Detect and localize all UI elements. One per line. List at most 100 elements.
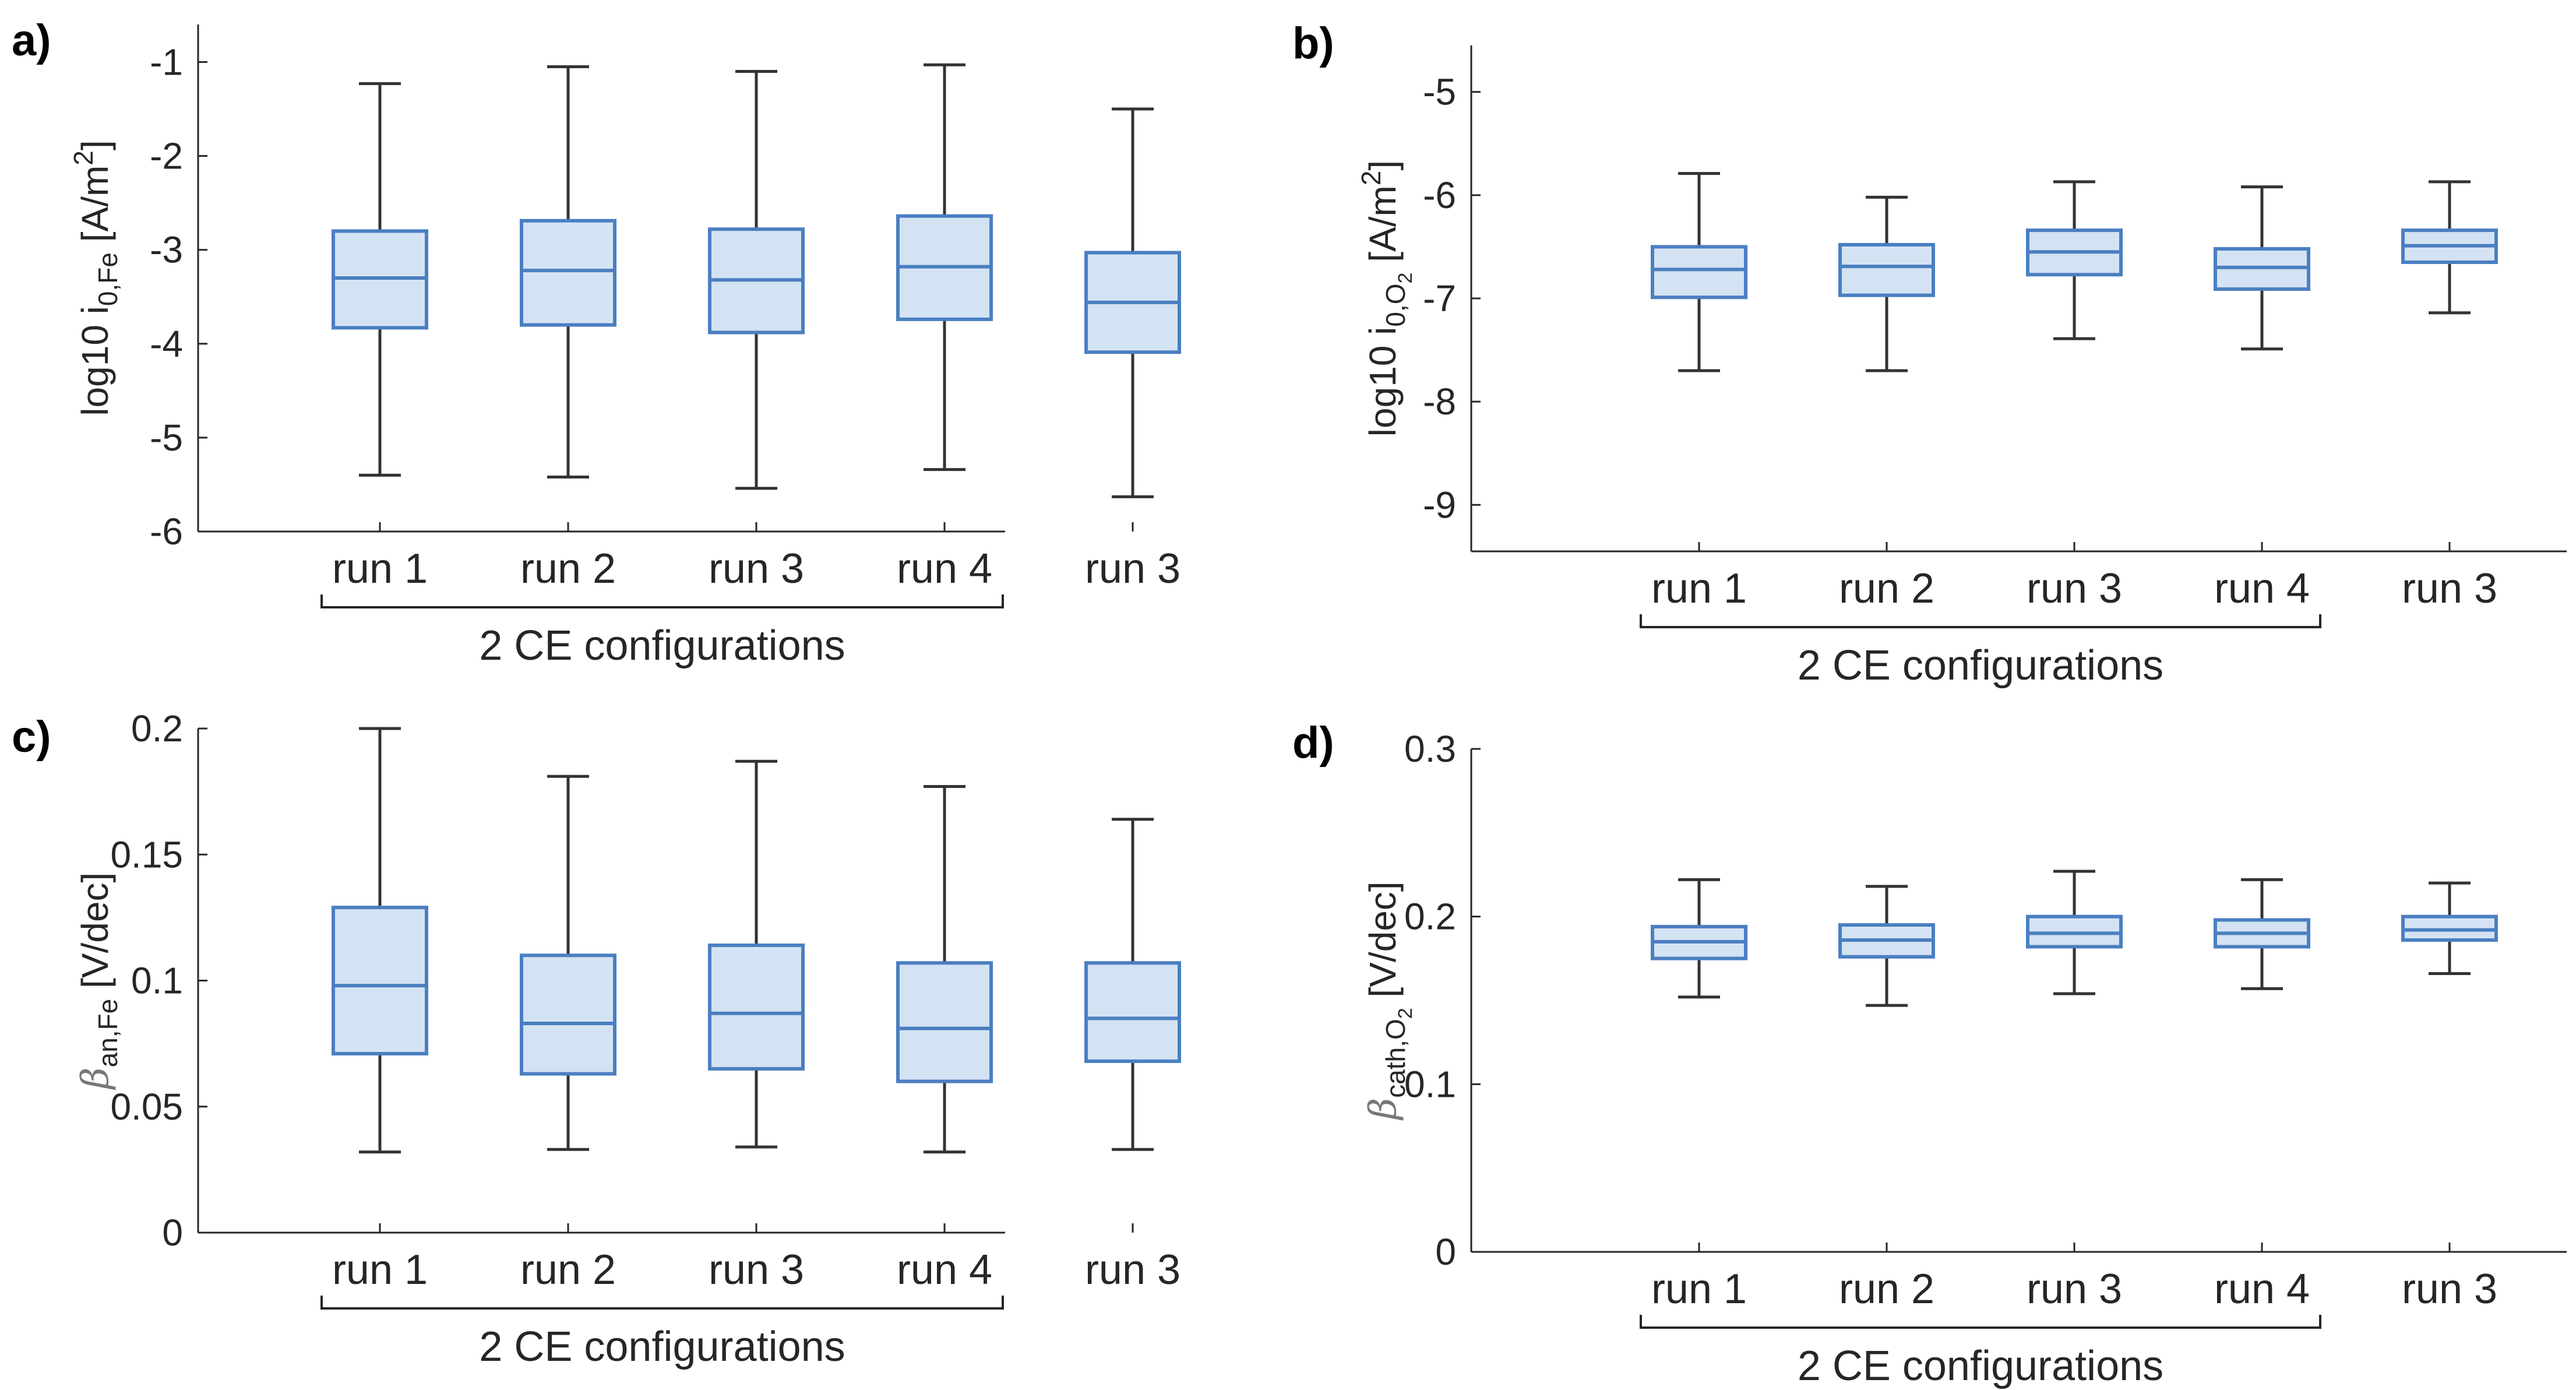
y-tick-label: -6 xyxy=(150,511,183,553)
x-tick-label: run 4 xyxy=(897,546,992,592)
y-axis-label-unit: [A/m xyxy=(1362,185,1404,272)
box-2 xyxy=(1838,885,1935,1007)
y-tick-label: -8 xyxy=(1423,381,1456,423)
y-axis-label-subsub: 2 xyxy=(1394,273,1416,284)
y-axis-label-sub: 0,Fe xyxy=(93,252,123,306)
panel-label: b) xyxy=(1292,19,1334,68)
y-axis-label-greek: β xyxy=(74,1067,117,1090)
box-1 xyxy=(1651,878,1747,999)
x-tick-label: run 3 xyxy=(709,546,804,592)
box-4 xyxy=(896,63,993,471)
x-tick-label: run 2 xyxy=(520,546,616,592)
iqr-box xyxy=(520,953,616,1076)
y-axis-label: log10 i0,O2 [A/m2] xyxy=(1356,160,1416,437)
group-label: 2 CE configurations xyxy=(479,622,845,669)
box-2 xyxy=(520,65,616,479)
iqr-box xyxy=(520,219,616,327)
x-tick-label: run 4 xyxy=(2214,1266,2310,1312)
y-axis-label-unit: [V/dec] xyxy=(1362,881,1404,1008)
y-tick-label: -5 xyxy=(150,417,183,459)
x-tick-label: run 3 xyxy=(2402,565,2497,612)
group-bracket xyxy=(1640,614,2321,628)
box-3 xyxy=(2026,870,2123,995)
box-4 xyxy=(896,784,993,1154)
box-1 xyxy=(1651,172,1747,372)
box-2 xyxy=(520,775,616,1151)
box-5 xyxy=(1084,818,1181,1151)
group-label: 2 CE configurations xyxy=(1798,1343,2163,1389)
x-tick-label: run 3 xyxy=(2027,1266,2122,1312)
x-tick-label: run 2 xyxy=(1839,565,1934,612)
y-axis-label-main: log10 i xyxy=(74,306,116,416)
panel-d: d) 0 0.1 0.2 0.3 βcath,O2 [V/dec] run 1 run 2 ru… xyxy=(1292,718,2567,1389)
panel-label: d) xyxy=(1292,718,1334,768)
box-5 xyxy=(2401,881,2498,975)
y-axis-label-subsub: 2 xyxy=(1394,1008,1416,1019)
y-tick-label: 0.1 xyxy=(131,960,183,1002)
x-tick-label: run 4 xyxy=(897,1247,992,1293)
y-tick-label: 0.3 xyxy=(1404,728,1456,770)
y-tick-label: -9 xyxy=(1423,484,1456,526)
y-axis-label-sub: 0,O xyxy=(1380,283,1411,326)
y-tick-label: -5 xyxy=(1423,71,1456,113)
panel-label: a) xyxy=(12,16,51,65)
group-bracket xyxy=(320,594,1004,608)
box-4 xyxy=(2214,878,2310,990)
box-5 xyxy=(1084,107,1181,498)
iqr-box xyxy=(708,943,805,1071)
x-tick-label: run 1 xyxy=(332,1247,428,1293)
group-bracket xyxy=(1640,1315,2321,1329)
x-tick-label: run 2 xyxy=(1839,1266,1934,1312)
x-tick-label: run 3 xyxy=(2027,565,2122,612)
x-tick-label: run 1 xyxy=(1651,565,1747,612)
x-tick-label: run 2 xyxy=(520,1247,616,1293)
y-axis-label-unit: [V/dec] xyxy=(74,872,116,999)
box-2 xyxy=(1838,195,1935,372)
box-4 xyxy=(2214,185,2310,351)
box-3 xyxy=(708,759,805,1149)
box-1 xyxy=(332,727,428,1154)
y-tick-label: 0.1 xyxy=(1404,1063,1456,1105)
y-tick-label: 0 xyxy=(1435,1231,1456,1273)
iqr-box xyxy=(332,906,428,1055)
x-tick-label: run 3 xyxy=(1085,1247,1180,1293)
box-3 xyxy=(2026,180,2123,340)
y-tick-label: 0.15 xyxy=(110,833,183,875)
box-5 xyxy=(2401,180,2498,315)
y-tick-label: -1 xyxy=(150,41,183,83)
y-tick-label: -2 xyxy=(150,135,183,177)
y-axis-label-main: log10 i xyxy=(1362,327,1404,437)
x-tick-label: run 3 xyxy=(2402,1266,2497,1312)
y-tick-label: 0.2 xyxy=(1404,896,1456,938)
x-tick-label: run 1 xyxy=(332,546,428,592)
y-axis-label: βcath,O2 [V/dec] xyxy=(1362,881,1416,1120)
panel-c: c) 0 0.05 0.1 0.15 0.2 βan,Fe [V/dec] run 1 run … xyxy=(12,708,1181,1370)
y-axis-label-greek: β xyxy=(1362,1098,1405,1121)
y-axis-label-close: ] xyxy=(1362,160,1404,171)
y-axis-label-sup: 2 xyxy=(1356,171,1386,186)
y-tick-label: 0.05 xyxy=(110,1086,183,1128)
y-tick-label: 0.2 xyxy=(131,708,183,749)
box-1 xyxy=(332,82,428,477)
box-3 xyxy=(708,70,805,490)
group-label: 2 CE configurations xyxy=(1798,642,2163,689)
y-tick-label: 0 xyxy=(162,1212,183,1254)
x-tick-label: run 3 xyxy=(709,1247,804,1293)
iqr-box xyxy=(1651,245,1747,300)
panel-a: a) -6 -5 -4 -3 -2 -1 log10 i0,Fe [A/m2] run 1 run… xyxy=(12,16,1181,669)
group-label: 2 CE configurations xyxy=(479,1324,845,1370)
group-bracket xyxy=(320,1296,1004,1310)
y-tick-label: -7 xyxy=(1423,277,1456,319)
x-tick-label: run 4 xyxy=(2214,565,2310,612)
y-axis-label-sub: cath,O xyxy=(1380,1019,1411,1098)
iqr-box xyxy=(1838,242,1935,297)
y-axis-label-sup: 2 xyxy=(68,150,98,166)
y-axis-label-unit: [A/m xyxy=(74,166,116,252)
y-axis-label: log10 i0,Fe [A/m2] xyxy=(68,140,123,416)
y-axis-label-close: ] xyxy=(74,140,116,150)
y-tick-label: -6 xyxy=(1423,174,1456,216)
panel-label: c) xyxy=(12,712,51,762)
y-tick-label: -4 xyxy=(150,323,183,365)
